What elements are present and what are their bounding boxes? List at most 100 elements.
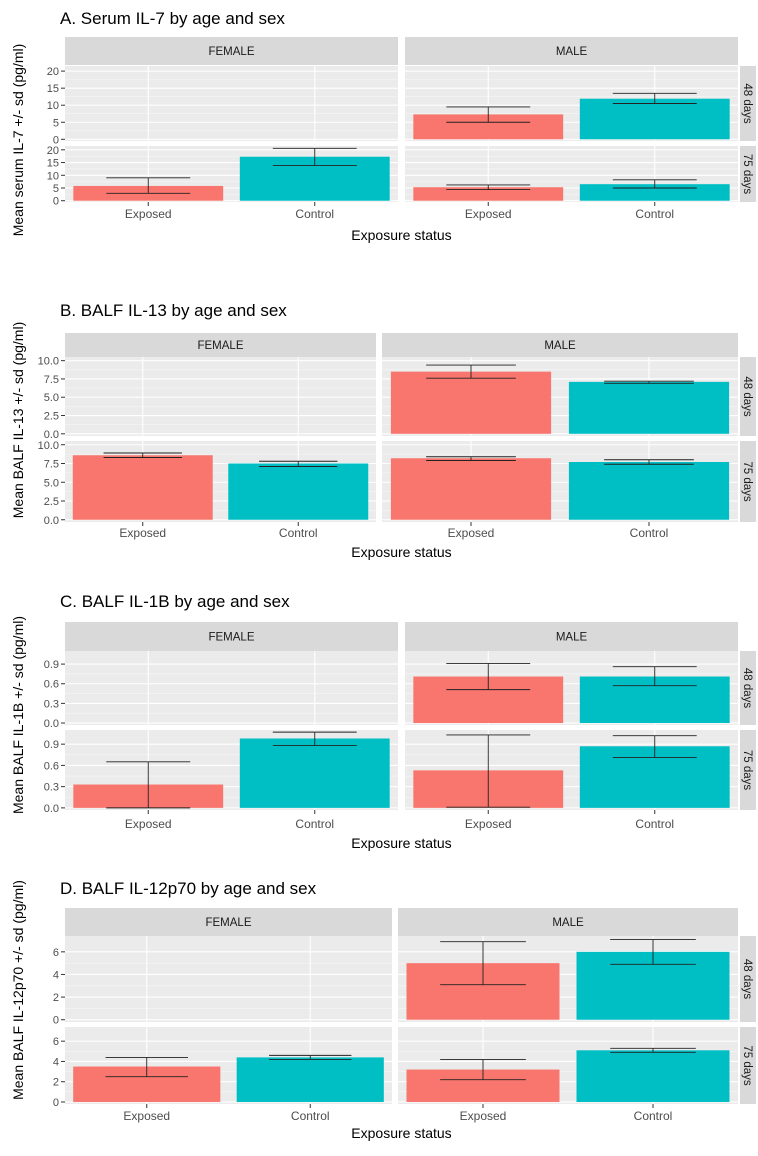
y-tick-label: 0 (53, 196, 59, 208)
facet-strip-male (405, 37, 738, 65)
facet-panel-male-1 (382, 441, 738, 522)
x-tick-label: Control (291, 1109, 330, 1123)
y-tick-label: 2.5 (44, 411, 59, 423)
y-tick-label: 0.9 (44, 659, 59, 671)
facet-panel-female-1 (65, 1027, 392, 1104)
y-axis-label: Mean BALF IL-12p70 +/- sd (pg/ml) (10, 880, 26, 1100)
x-axis-label: Exposure status (351, 1125, 451, 1141)
x-tick-label: Control (634, 1109, 673, 1123)
x-tick-label: Control (630, 526, 669, 540)
chart-title: B. BALF IL-13 by age and sex (60, 301, 287, 320)
facet-panel-female-1 (65, 441, 376, 522)
bar-control (568, 381, 730, 434)
x-axis-label: Exposure status (351, 835, 451, 851)
facet-strip-female (65, 333, 376, 357)
y-tick-label: 0.3 (44, 698, 59, 710)
chart-title: D. BALF IL-12p70 by age and sex (60, 879, 317, 898)
facet-panel-male-0 (405, 66, 738, 141)
facet-panel-male-1 (398, 1027, 738, 1104)
y-tick-label: 15 (47, 83, 59, 95)
facet-strip-row (740, 730, 756, 810)
facet-strip-row (740, 441, 756, 522)
facet-strip-row-label: 75 days (741, 1045, 753, 1086)
x-tick-label: Control (279, 526, 318, 540)
x-tick-label: Control (635, 207, 674, 221)
facet-strip-label: MALE (544, 340, 576, 352)
x-tick-label: Exposed (125, 817, 172, 831)
facet-panel-female-0 (65, 66, 398, 141)
chart-title: A. Serum IL-7 by age and sex (60, 9, 285, 28)
y-tick-label: 7.5 (44, 459, 59, 471)
facet-strip-row (740, 146, 756, 202)
bar-exposed (390, 458, 552, 520)
chart-title: C. BALF IL-1B by age and sex (60, 592, 290, 611)
bar-control (228, 463, 369, 520)
facet-strip-row (740, 66, 756, 141)
x-tick-label: Exposed (448, 526, 495, 540)
y-tick-label: 5.0 (44, 477, 59, 489)
facet-panel-male-0 (398, 936, 738, 1022)
facet-strip-female (65, 622, 398, 651)
facet-panel-female-0 (65, 936, 392, 1022)
y-tick-label: 0.0 (44, 803, 59, 815)
facet-panel-female-1 (65, 730, 398, 810)
y-tick-label: 0.6 (44, 760, 59, 772)
y-tick-label: 5.0 (44, 392, 59, 404)
y-tick-label: 10 (47, 100, 59, 112)
facet-strip-male (398, 908, 738, 936)
facet-panel-male-0 (405, 651, 738, 725)
bar-control (236, 1057, 384, 1102)
y-tick-label: 20 (47, 145, 59, 157)
facet-strip-female (65, 908, 392, 936)
y-axis-label: Mean serum IL-7 +/- sd (pg/ml) (10, 44, 26, 237)
bar-exposed (413, 187, 564, 201)
y-tick-label: 2 (53, 1077, 59, 1089)
y-tick-label: 5 (53, 183, 59, 195)
y-tick-label: 0.0 (44, 515, 59, 527)
bar-control (568, 462, 730, 520)
facet-strip-label: FEMALE (205, 917, 251, 929)
facet-strip-row (740, 357, 756, 436)
chart-panel-3: C. BALF IL-1B by age and sex Mean BALF IL… (10, 592, 756, 851)
x-tick-label: Exposed (465, 817, 512, 831)
x-tick-label: Exposed (119, 526, 166, 540)
y-tick-label: 0 (53, 1015, 59, 1027)
facet-panel-female-0 (65, 651, 398, 725)
x-tick-label: Control (295, 817, 334, 831)
bar-control (579, 98, 730, 140)
y-tick-label: 0.9 (44, 739, 59, 751)
y-tick-label: 6 (53, 947, 59, 959)
facet-strip-male (382, 333, 738, 357)
facet-strip-row-label: 75 days (741, 750, 753, 791)
y-tick-label: 2 (53, 992, 59, 1004)
y-axis-label: Mean BALF IL-1B +/- sd (pg/ml) (10, 616, 26, 814)
panel-background (65, 357, 376, 436)
y-tick-label: 6 (53, 1036, 59, 1048)
y-tick-label: 7.5 (44, 374, 59, 386)
bar-control (576, 1050, 730, 1102)
bar-exposed (72, 455, 213, 520)
panel-background (65, 936, 392, 1022)
panel-background (65, 66, 398, 141)
x-tick-label: Exposed (125, 207, 172, 221)
y-tick-label: 15 (47, 158, 59, 170)
x-tick-label: Control (635, 817, 674, 831)
facet-strip-row-label: 48 days (741, 376, 753, 417)
y-tick-label: 0.3 (44, 782, 59, 794)
facet-strip-row-label: 48 days (741, 959, 753, 1000)
bar-exposed (390, 371, 552, 434)
facet-strip-row (740, 936, 756, 1022)
facet-strip-male (405, 622, 738, 651)
y-tick-label: 0.0 (44, 718, 59, 730)
facet-panel-male-1 (405, 146, 738, 202)
facet-strip-row-label: 75 days (741, 154, 753, 195)
facet-strip-label: FEMALE (208, 632, 254, 644)
y-tick-label: 20 (47, 66, 59, 78)
x-axis-label: Exposure status (351, 544, 451, 560)
y-axis-label: Mean BALF IL-13 +/- sd (pg/ml) (10, 322, 26, 518)
facet-strip-female (65, 37, 398, 65)
y-tick-label: 10.0 (38, 440, 59, 452)
y-tick-label: 10.0 (38, 356, 59, 368)
x-tick-label: Exposed (465, 207, 512, 221)
y-tick-label: 0.6 (44, 679, 59, 691)
